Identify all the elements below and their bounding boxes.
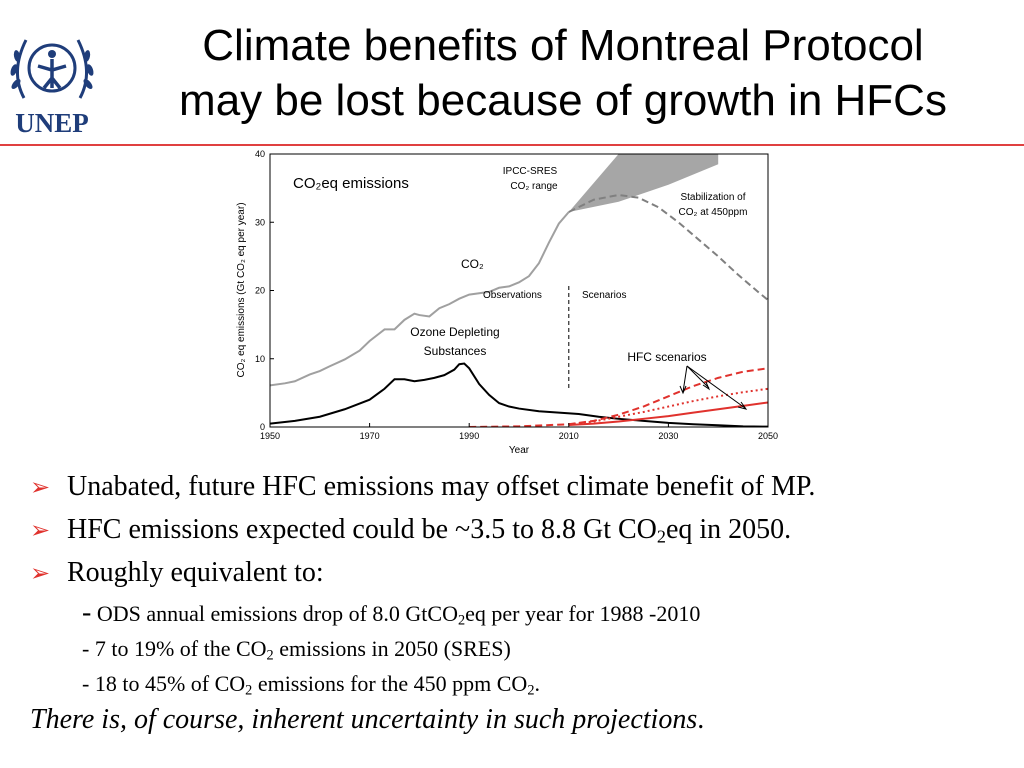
sres-label-2: CO₂ range <box>510 181 558 192</box>
y-tick-label: 40 <box>255 149 265 159</box>
x-tick-label: 1950 <box>260 431 280 441</box>
y-tick-label: 10 <box>255 354 265 364</box>
sub-bullet-2-text: - 7 to 19% of the CO <box>82 636 267 661</box>
series-stabilization-of-co-at-450ppm <box>568 193 768 301</box>
stabilization-label-2: CO₂ at 450ppm <box>679 207 748 218</box>
series-ozone-depleting-substances <box>270 362 768 427</box>
y-axis-label: CO₂ eq emissions (Gt CO₂ eq per year) <box>236 202 247 377</box>
series-hfc-scenario-mid <box>568 387 768 426</box>
sub-bullet-2: - 7 to 19% of the CO2 emissions in 2050 … <box>30 631 1015 666</box>
series-hfc-scenario-high <box>469 367 768 427</box>
bullet-arrow-icon: ➢ <box>30 475 51 501</box>
x-axis-label: Year <box>509 445 530 456</box>
x-tick-label: 2050 <box>758 431 778 441</box>
sub-bullet-1: - ODS annual emissions drop of 8.0 GtCO2… <box>30 595 1015 631</box>
slide-title: Climate benefits of Montreal Protocol ma… <box>108 18 1018 128</box>
hfc-pointer-arrows <box>679 365 748 410</box>
y-tick-label: 20 <box>255 286 265 296</box>
bullet-2-text: HFC emissions expected could be ~3.5 to … <box>67 514 657 545</box>
bullet-1-text: Unabated, future HFC emissions may offse… <box>67 471 816 502</box>
bullet-2: ➢ HFC emissions expected could be ~3.5 to… <box>30 509 1015 552</box>
bullet-3-text: Roughly equivalent to: <box>67 557 324 588</box>
sub-bullet-3-text-mid: emissions for the 450 ppm CO <box>252 671 528 696</box>
subscript: 2 <box>245 682 253 699</box>
y-tick-label: 0 <box>260 422 265 432</box>
title-line-1: Climate benefits of Montreal Protocol <box>202 21 924 70</box>
sub-bullet-1-text: ODS annual emissions drop of 8.0 GtCO <box>91 601 458 626</box>
bullet-list: ➢ Unabated, future HFC emissions may offs… <box>30 466 1015 739</box>
subscript: 2 <box>656 526 666 547</box>
conclusion-body: There is, of course, inherent uncertaint… <box>30 704 698 735</box>
observations-label: Observations <box>483 290 542 301</box>
x-tick-label: 1970 <box>360 431 380 441</box>
title-divider <box>0 144 1024 146</box>
x-tick-label: 2030 <box>658 431 678 441</box>
sub-bullet-3-text: - 18 to 45% of CO <box>82 671 246 696</box>
range-ipcc-sres-co-range <box>568 154 719 213</box>
subscript: 2 <box>266 647 274 664</box>
ods-label-2: Substances <box>424 344 487 358</box>
sub-bullet-1-text-end: eq per year for 1988 -2010 <box>465 601 701 626</box>
title-line-2: may be lost because of growth in HFCs <box>179 76 947 125</box>
logo-text: UNEP <box>15 108 89 138</box>
x-tick-label: 1990 <box>459 431 479 441</box>
hfc-label: HFC scenarios <box>627 350 706 364</box>
conclusion-text: There is, of course, inherent uncertaint… <box>30 701 1015 739</box>
series-hfc-scenario-low <box>568 401 768 426</box>
ods-label-1: Ozone Depleting <box>410 325 499 339</box>
sub-bullet-3-text-end: . <box>534 671 540 696</box>
bullet-2-text-end: eq in 2050. <box>665 514 792 545</box>
x-tick-label: 2010 <box>559 431 579 441</box>
y-tick-label: 30 <box>255 217 265 227</box>
stabilization-label-1: Stabilization of <box>680 192 745 203</box>
sub-bullet-2-text-end: emissions in 2050 (SRES) <box>273 636 511 661</box>
sub-bullet-dash: - <box>82 597 92 628</box>
bullet-3: ➢ Roughly equivalent to: <box>30 552 1015 595</box>
unep-logo: UNEP <box>2 22 102 140</box>
bullet-arrow-icon: ➢ <box>30 561 51 587</box>
scenarios-label: Scenarios <box>582 290 626 301</box>
sres-label-1: IPCC-SRES <box>503 166 558 177</box>
chart-title: CO₂eq emissions <box>293 175 409 192</box>
subscript: 2 <box>527 682 535 699</box>
conclusion-period: . <box>697 704 705 735</box>
bullet-1: ➢ Unabated, future HFC emissions may offs… <box>30 466 1015 509</box>
subscript: 2 <box>457 612 466 629</box>
co2-label: CO₂ <box>461 257 484 271</box>
series-co <box>270 211 570 387</box>
bullet-arrow-icon: ➢ <box>30 518 51 544</box>
sub-bullet-3: - 18 to 45% of CO2 emissions for the 450… <box>30 666 1015 701</box>
